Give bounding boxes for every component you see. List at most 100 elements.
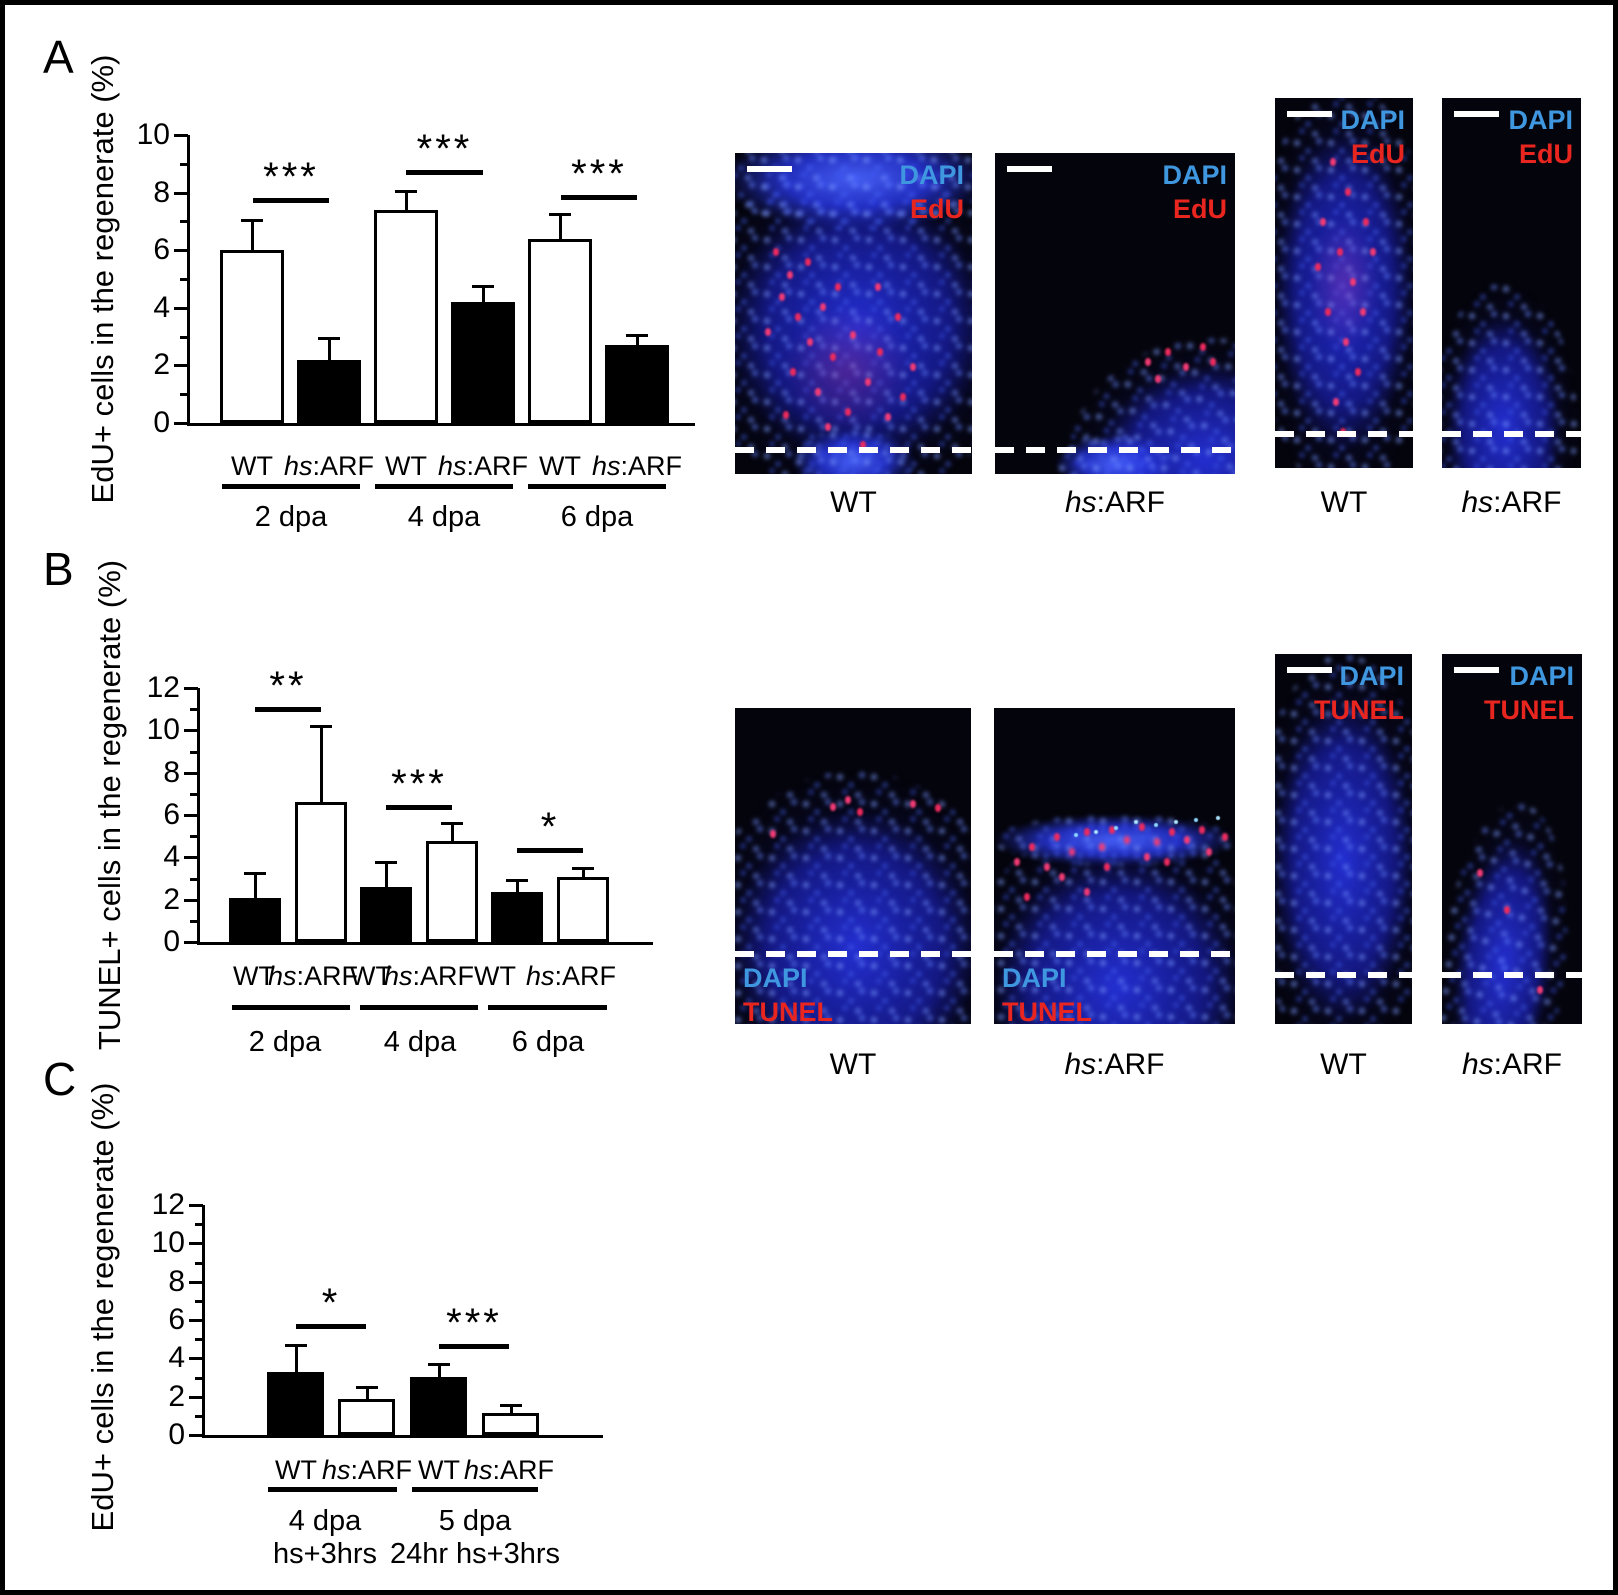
y-major-tick — [174, 249, 188, 253]
bar-hs-arf-group2 — [451, 302, 515, 423]
micrograph-a4: DAPI EdU — [1442, 98, 1581, 468]
error-bar-stem — [294, 1343, 298, 1372]
y-tick-label: 10 — [146, 713, 180, 747]
group-underline — [375, 484, 513, 489]
image-caption-a1: WT — [830, 486, 877, 519]
y-tick-label: 12 — [151, 1188, 185, 1221]
tissue-region — [1275, 98, 1413, 468]
panel-letter-b: B — [43, 543, 74, 595]
channel-labels: DAPI TUNEL — [743, 961, 833, 1024]
y-axis-line — [197, 688, 200, 945]
nuclei-texture — [1275, 98, 1413, 468]
x-label-hs-arf: hs:ARF — [437, 451, 529, 481]
marker-positive-cells — [1275, 98, 1281, 106]
group-underline — [360, 1005, 478, 1010]
amputation-plane-dashed-line — [994, 951, 1235, 957]
bar-wt-group3 — [491, 892, 543, 942]
x-label-wt: WT — [275, 1455, 317, 1485]
error-bar-cap — [572, 866, 594, 870]
bar-hs-arf-group3 — [605, 345, 669, 423]
x-label-wt: WT — [474, 961, 516, 991]
dapi-channel-label: DAPI — [1162, 160, 1227, 190]
y-minor-tick — [190, 919, 198, 923]
error-bar-stem — [482, 284, 485, 303]
x-label-hs-arf: hs:ARF — [525, 961, 617, 991]
channel-labels: DAPI TUNEL — [1002, 961, 1092, 1024]
error-bar-stem — [254, 872, 257, 898]
group-underline — [222, 484, 360, 489]
micrograph-b2: DAPI TUNEL — [994, 708, 1235, 1024]
y-tick-label: 8 — [168, 1264, 185, 1298]
bar-wt-group2 — [374, 209, 438, 423]
significance-stars: *** — [571, 152, 627, 196]
y-tick-label: 2 — [153, 348, 170, 382]
error-bar-cap — [244, 872, 266, 876]
image-caption-a3: WT — [1320, 486, 1368, 519]
significance-line — [439, 1344, 509, 1349]
bar-wt-group1 — [267, 1371, 324, 1435]
y-minor-tick — [195, 1223, 203, 1227]
y-tick-label: 4 — [168, 1341, 185, 1375]
scale-bar — [1287, 667, 1332, 673]
error-bar-stem — [328, 336, 331, 360]
y-tick-label: 8 — [163, 755, 180, 789]
y-tick-label: 6 — [163, 798, 180, 831]
significance-stars: *** — [446, 1301, 502, 1345]
x-label-wt: WT — [233, 961, 275, 991]
error-bar-cap — [395, 189, 417, 193]
bar-wt-group1 — [220, 250, 284, 423]
bar-wt-group2 — [410, 1376, 467, 1435]
x-label-wt: WT — [385, 451, 427, 481]
significance-line — [406, 170, 483, 175]
significance-line — [561, 195, 637, 200]
group-label: 5 dpa 24hr hs+3hrs — [389, 1505, 561, 1570]
cyan-speckles — [994, 708, 998, 712]
nuclei-texture — [735, 153, 972, 231]
bar-hs-arf-group1 — [338, 1398, 395, 1435]
y-tick-label: 10 — [151, 1226, 185, 1260]
y-minor-tick — [180, 393, 188, 397]
significance-stars: * — [321, 1281, 341, 1325]
y-major-tick — [184, 814, 198, 817]
marker-positive-cells — [1442, 654, 1448, 662]
x-label-wt: WT — [350, 961, 392, 991]
amputation-plane-dashed-line — [1275, 431, 1413, 437]
y-major-tick — [189, 1395, 203, 1399]
y-tick-label: 6 — [153, 233, 170, 267]
marker-positive-cells — [735, 153, 741, 161]
dapi-channel-label: DAPI — [1509, 661, 1574, 691]
y-major-tick — [174, 191, 188, 195]
image-caption-b4: hs:ARF — [1461, 1048, 1563, 1081]
channel-labels: DAPI EdU — [899, 158, 964, 226]
bar-hs-arf-group2 — [426, 841, 478, 942]
error-bar-cap — [318, 336, 340, 340]
bar-hs-arf-group1 — [297, 359, 361, 423]
tissue-region — [735, 153, 972, 231]
channel-labels: DAPI TUNEL — [1484, 659, 1574, 727]
dapi-channel-label: DAPI — [1002, 963, 1067, 993]
y-minor-tick — [180, 278, 188, 281]
y-major-tick — [174, 134, 188, 137]
tunel-channel-label: TUNEL — [1314, 695, 1404, 725]
error-bar-stem — [559, 212, 562, 239]
y-major-tick — [174, 422, 188, 425]
nuclei-texture — [1275, 654, 1412, 1024]
nuclei-texture — [1442, 796, 1582, 1024]
amputation-plane-dashed-line — [1442, 972, 1582, 978]
marker-positive-cells — [735, 708, 741, 716]
x-label-wt: WT — [418, 1455, 460, 1485]
group-underline — [232, 1005, 350, 1010]
y-axis-label: EdU+ cells in the regenerate (%) — [85, 54, 120, 504]
x-label-hs-arf: hs:ARF — [283, 451, 375, 481]
y-major-tick — [184, 729, 198, 733]
y-minor-tick — [190, 835, 198, 839]
error-bar-stem — [516, 878, 519, 893]
error-bar-stem — [451, 822, 454, 842]
significance-stars: *** — [263, 155, 319, 199]
y-tick-label: 12 — [146, 671, 180, 704]
error-bar-cap — [549, 212, 571, 216]
scale-bar — [1454, 667, 1499, 673]
scale-bar — [1287, 111, 1332, 117]
x-label-hs-arf: hs:ARF — [383, 961, 475, 991]
error-bar-stem — [365, 1386, 369, 1399]
